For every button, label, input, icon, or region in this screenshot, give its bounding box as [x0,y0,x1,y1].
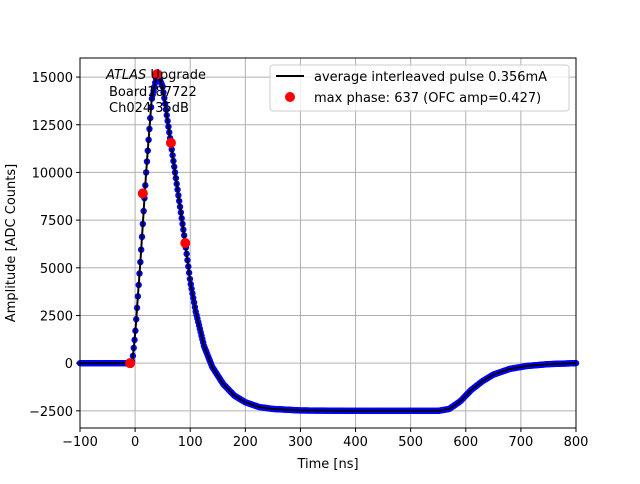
max-phase-point [152,69,163,80]
max-phase-points [125,69,191,369]
blue-sample-dots [76,71,580,415]
legend-label-pulse: average interleaved pulse 0.356mA [314,70,547,85]
max-phase-point [165,137,176,148]
legend: average interleaved pulse 0.356mA max ph… [269,64,570,112]
y-tick-label: 5000 [40,262,73,277]
max-phase-point [180,238,191,248]
y-tick-label: 15000 [32,71,73,86]
y-tick-label: 2500 [40,309,73,324]
y-tick-label: −2500 [29,405,73,420]
max-phase-point [125,358,136,369]
x-tick-label: 0 [131,435,139,450]
x-tick-label: 200 [233,435,258,450]
legend-red-marker [285,92,295,102]
y-axis-label: Amplitude [ADC Counts] [4,164,19,322]
annotation-line2: Board187722 [109,85,197,100]
annotation-line1: ATLAS Upgrade [105,68,206,83]
annotation-line3: Ch024 35dB [109,101,189,116]
x-tick-label: 300 [288,435,313,450]
y-tick-label: 7500 [40,214,73,229]
max-phase-point [137,188,148,199]
x-tick-label: 100 [178,435,203,450]
x-tick-label: 700 [508,435,533,450]
y-tick-label: 10000 [32,166,73,181]
legend-label-max-phase: max phase: 637 (OFC amp=0.427) [314,91,541,106]
x-axis-label: Time [ns] [296,457,358,472]
x-tick-label: 500 [398,435,423,450]
plot-frame [79,57,577,429]
x-tick-label: 600 [453,435,478,450]
x-tick-label: 800 [564,435,589,450]
x-tick-label: −100 [62,435,98,450]
average-pulse-line [80,69,576,412]
legend-box [269,64,570,112]
x-tick-label: 400 [343,435,368,450]
y-tick-label: 12500 [32,119,73,134]
ticks: −100 0 100 200 300 400 500 600 700 800 −2500 0 2500 5… [29,71,588,450]
y-tick-label: 0 [65,357,73,372]
